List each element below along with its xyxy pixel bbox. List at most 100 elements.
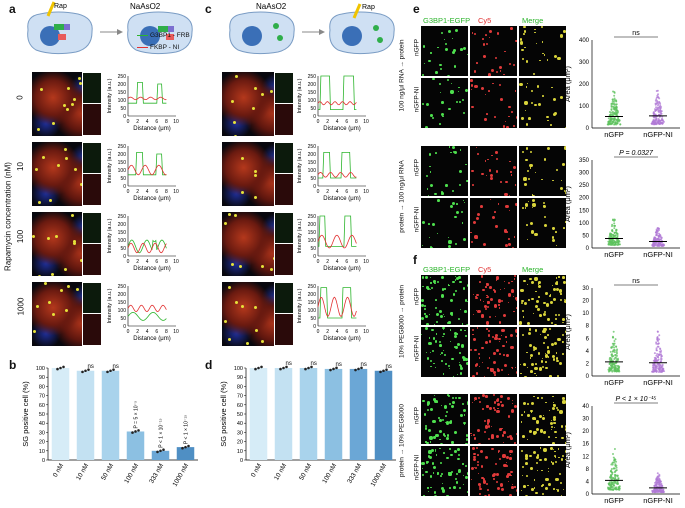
profile-ytick: 0: [123, 324, 126, 330]
profile-ytick: 0: [313, 114, 316, 120]
profile-xtick: 2: [136, 259, 139, 265]
bar-point: [385, 368, 388, 371]
bar-chart-d: 0 10 20 30 40 50 60 70 80 90 100 SG positive cell (…: [219, 361, 396, 488]
fluor-e1-1-2: [519, 78, 566, 128]
bar-ytick-d: 30: [237, 430, 243, 436]
bar-point: [304, 367, 307, 371]
fluor-f2-1-2: [519, 446, 566, 496]
profile-xlabel: Distance (μm): [323, 336, 360, 342]
profile-ytick: 250: [308, 284, 317, 290]
profile-xtick: 4: [146, 259, 149, 265]
panel-label-e: e: [413, 2, 420, 16]
bar-point: [134, 430, 137, 433]
bar-point: [159, 449, 162, 453]
bar-point: [329, 368, 332, 372]
profile-xtick: 0: [317, 189, 320, 195]
bar-point: [112, 368, 115, 371]
bar-annotation-b: ns: [113, 364, 119, 370]
scatter-annotation: ns: [632, 278, 640, 285]
profile-red-line: [127, 304, 167, 313]
bar-ylabel-d: SG positive cell (%): [219, 381, 228, 447]
scatter-ytick: 200: [579, 82, 590, 88]
bar-point: [282, 366, 285, 370]
scatter-ytick: 350: [579, 158, 590, 164]
bar-point: [382, 369, 385, 373]
scatter-ylabel: Area (μm²): [563, 432, 572, 468]
scatter-ytick: 8: [586, 467, 590, 473]
bar-ytick-d: 50: [237, 412, 243, 418]
scatter-ytick: 4: [586, 479, 590, 485]
bar-point: [106, 370, 109, 374]
profile-xtick: 8: [165, 259, 168, 265]
profile-xtick: 8: [165, 329, 168, 335]
profile-ytick: 50: [120, 176, 126, 182]
scatter-category: nGFP: [604, 378, 624, 387]
profile-red-line: [317, 296, 357, 317]
bar-point: [310, 365, 313, 369]
profile-ytick: 250: [118, 74, 127, 80]
profile-xtick: 10: [363, 329, 369, 335]
profile-green-line: [128, 151, 167, 176]
scatter-ytick: 20: [582, 299, 589, 305]
scatter-category: nGFP-NI: [643, 496, 673, 505]
profile-ytick: 250: [118, 144, 127, 150]
profile-ytick: 100: [118, 308, 127, 314]
scatter-ytick: 20: [582, 429, 589, 435]
micrograph-a-3: [32, 282, 102, 346]
legend-red-line: [137, 47, 148, 48]
profile-xtick: 0: [127, 259, 130, 265]
fluor-e2-0-1: [470, 146, 517, 196]
profile-xtick: 4: [146, 329, 149, 335]
legend-g3bp1-label: G3BP1 - FRB: [150, 32, 190, 39]
profile-xtick: 6: [155, 119, 158, 125]
scatter-ytick: 12: [582, 454, 589, 460]
fluor-e1-0-0: [421, 26, 468, 76]
profile-ytick: 100: [118, 168, 127, 174]
scatter-ylabel: Area (μm²): [563, 66, 572, 102]
header-g3bp1-e: G3BP1-EGFP: [423, 16, 471, 25]
fluor-f2-1-0: [421, 446, 468, 496]
profile-xlabel: Distance (μm): [133, 266, 170, 272]
scatter-ytick: 30: [582, 417, 589, 423]
bar-point: [131, 431, 134, 434]
scatter-ytick: 400: [579, 38, 590, 44]
bar-b-5: [176, 447, 195, 460]
profile-ytick: 250: [308, 74, 317, 80]
profile-red-line: [317, 101, 357, 106]
profile-green-line: [127, 239, 167, 254]
bar-ytick-d: 10: [237, 449, 243, 455]
scatter-ytick: 10: [582, 311, 589, 317]
bar-annotation-d: ns: [336, 362, 342, 368]
scatter-annotation: ns: [632, 30, 640, 37]
profile-ytick: 50: [310, 316, 316, 322]
scatter-ytick: 8: [586, 324, 590, 330]
profile-ytick: 200: [118, 292, 127, 298]
profile-ytick: 150: [308, 300, 317, 306]
profile-ytick: 150: [308, 90, 317, 96]
bar-point: [87, 368, 90, 371]
bar-ytick-d: 90: [237, 375, 243, 381]
profile-ylabel: Intensity (a.u.): [107, 148, 113, 183]
profile-ytick: 150: [308, 160, 317, 166]
scatter-ytick: 0: [586, 246, 590, 252]
profile-green-line: [127, 311, 167, 321]
profile-ytick: 100: [118, 98, 127, 104]
scatter-category: nGFP: [604, 496, 624, 505]
profile-xtick: 2: [136, 329, 139, 335]
profile-xtick: 2: [326, 329, 329, 335]
profile-ylabel: Intensity (a.u.): [297, 288, 303, 323]
scatter-category: nGFP: [604, 250, 624, 259]
rap-label-a: Rap: [54, 3, 67, 10]
profile-xtick: 10: [363, 189, 369, 195]
profile-xtick: 4: [146, 189, 149, 195]
profile-xtick: 8: [355, 119, 358, 125]
profile-ytick: 150: [118, 160, 127, 166]
scatter-ytick: 4: [586, 349, 590, 355]
bar-ytick-d: 60: [237, 403, 243, 409]
bar-d-0: [249, 368, 268, 460]
scatter-category: nGFP-NI: [643, 130, 673, 139]
bar-d-2: [299, 368, 318, 460]
profile-xtick: 4: [336, 189, 339, 195]
scatter-category: nGFP: [604, 130, 624, 139]
